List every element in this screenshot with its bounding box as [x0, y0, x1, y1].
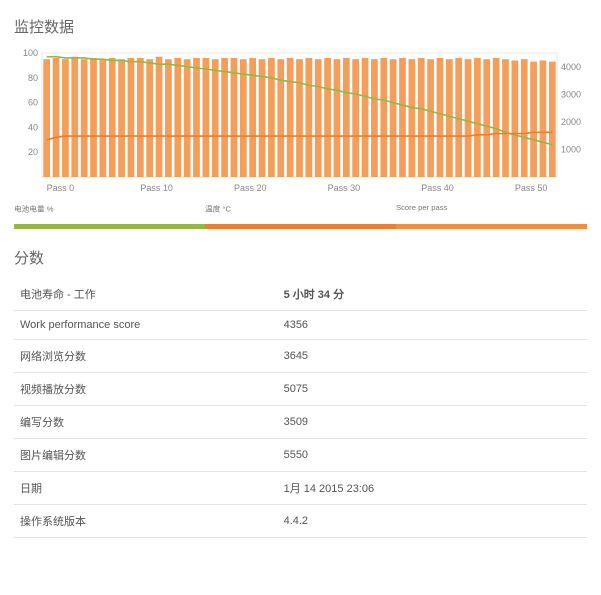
svg-text:Pass 0: Pass 0	[47, 183, 75, 193]
legend-swatch-temp	[205, 224, 396, 229]
page-container: 监控数据 20 40 60 80 100 1000 2000 3000 4000 Pass 0 Pa…	[0, 0, 601, 558]
score-label: Work performance score	[14, 311, 278, 340]
svg-text:Pass 50: Pass 50	[515, 183, 548, 193]
score-row: 视频播放分数5075	[14, 373, 587, 406]
svg-text:100: 100	[23, 48, 38, 58]
legend-label: Score per pass	[396, 203, 447, 212]
score-label: 编写分数	[14, 406, 278, 439]
score-label: 网络浏览分数	[14, 340, 278, 373]
svg-text:1000: 1000	[561, 144, 581, 154]
svg-text:60: 60	[28, 98, 38, 108]
score-row: 操作系统版本4.4.2	[14, 505, 587, 538]
score-row: 日期1月 14 2015 23:06	[14, 472, 587, 505]
score-label: 日期	[14, 472, 278, 505]
scores-title: 分数	[14, 247, 587, 268]
svg-text:80: 80	[28, 73, 38, 83]
score-value: 1月 14 2015 23:06	[278, 472, 587, 505]
svg-text:40: 40	[28, 122, 38, 132]
score-label: 操作系统版本	[14, 505, 278, 538]
svg-text:3000: 3000	[561, 89, 581, 99]
legend-label: 电池电量 %	[14, 203, 54, 214]
svg-text:Pass 20: Pass 20	[234, 183, 267, 193]
svg-text:Pass 10: Pass 10	[140, 183, 173, 193]
monitor-chart: 20 40 60 80 100 1000 2000 3000 4000 Pass 0 Pass 10…	[14, 47, 587, 197]
score-row: Work performance score4356	[14, 311, 587, 340]
legend-swatch-score	[396, 224, 587, 229]
legend-item-temp: 温度 °C	[205, 215, 396, 220]
legend-item-battery: 电池电量 %	[14, 215, 205, 220]
svg-text:2000: 2000	[561, 117, 581, 127]
score-row: 网络浏览分数3645	[14, 340, 587, 373]
score-label: 电池寿命 - 工作	[14, 278, 278, 311]
monitor-title: 监控数据	[14, 16, 587, 37]
score-value: 4356	[278, 311, 587, 340]
legend-label: 温度 °C	[205, 203, 231, 214]
legend-colors	[14, 224, 587, 229]
legend-swatch-battery	[14, 224, 205, 229]
score-value: 3645	[278, 340, 587, 373]
svg-text:4000: 4000	[561, 62, 581, 72]
chart-svg: 20 40 60 80 100 1000 2000 3000 4000 Pass 0 Pass 10…	[14, 47, 587, 197]
score-value: 4.4.2	[278, 505, 587, 538]
score-row: 编写分数3509	[14, 406, 587, 439]
svg-text:Pass 40: Pass 40	[421, 183, 454, 193]
score-table: 电池寿命 - 工作5 小时 34 分Work performance score…	[14, 278, 587, 538]
legend-item-score: Score per pass	[396, 215, 587, 220]
svg-text:20: 20	[28, 147, 38, 157]
score-value: 3509	[278, 406, 587, 439]
score-row: 图片编辑分数5550	[14, 439, 587, 472]
score-label: 视频播放分数	[14, 373, 278, 406]
svg-text:Pass 30: Pass 30	[328, 183, 361, 193]
score-value: 5 小时 34 分	[278, 278, 587, 311]
score-value: 5075	[278, 373, 587, 406]
score-label: 图片编辑分数	[14, 439, 278, 472]
score-row: 电池寿命 - 工作5 小时 34 分	[14, 278, 587, 311]
score-value: 5550	[278, 439, 587, 472]
legend-bar: 电池电量 % 温度 °C Score per pass	[14, 215, 587, 220]
